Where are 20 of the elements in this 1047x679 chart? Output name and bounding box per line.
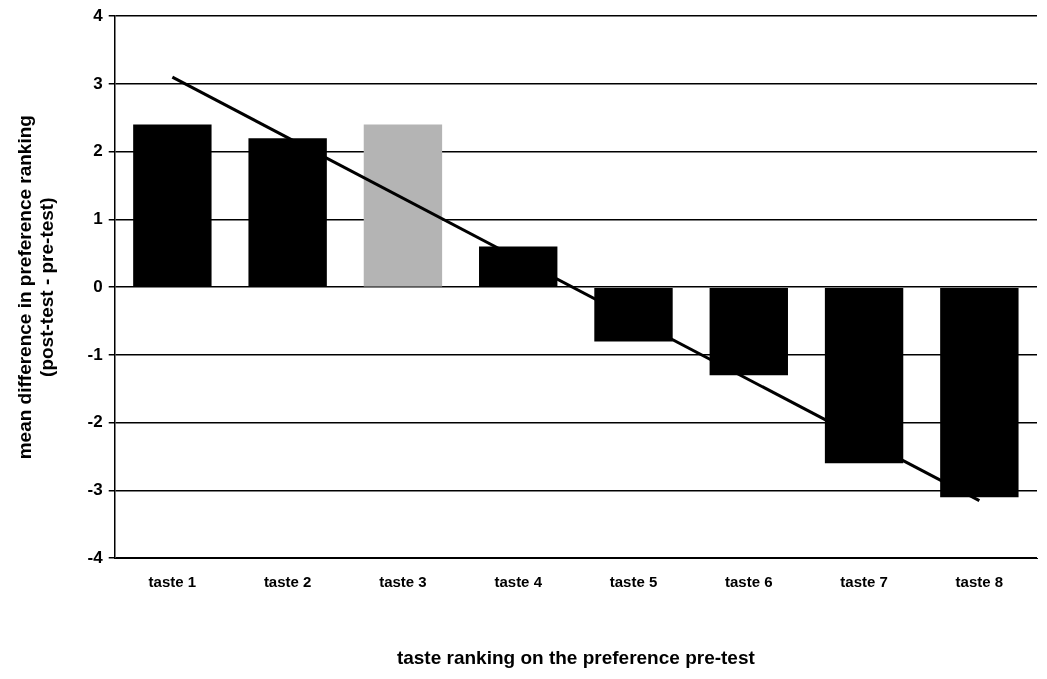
y-tick-label: 1 <box>93 209 103 229</box>
x-tick-label: taste 8 <box>955 573 1004 591</box>
bar <box>363 124 443 287</box>
x-tick-label: taste 2 <box>263 573 312 591</box>
x-tick-label: taste 7 <box>840 573 888 591</box>
x-tick-label: taste 6 <box>725 573 773 591</box>
y-tick-label: -3 <box>87 480 103 500</box>
y-tick-label: 2 <box>93 141 103 161</box>
y-tick-label: 3 <box>93 73 103 93</box>
y-tick-label: 4 <box>93 5 104 25</box>
y-tick-label: -4 <box>87 547 104 567</box>
y-axis-title: mean difference in preference ranking (post-test - pre-test) <box>13 115 58 460</box>
x-tick-label: taste 5 <box>609 573 658 591</box>
y-tick-label: -2 <box>87 412 103 432</box>
y-tick-label: 0 <box>93 276 103 296</box>
x-axis-title: taste ranking on the preference pre-test <box>396 646 756 668</box>
x-tick-label: taste 1 <box>148 573 197 591</box>
x-tick-label: taste 4 <box>494 573 543 591</box>
y-tick-label: -1 <box>87 344 103 364</box>
x-tick-label: taste 3 <box>379 573 427 591</box>
